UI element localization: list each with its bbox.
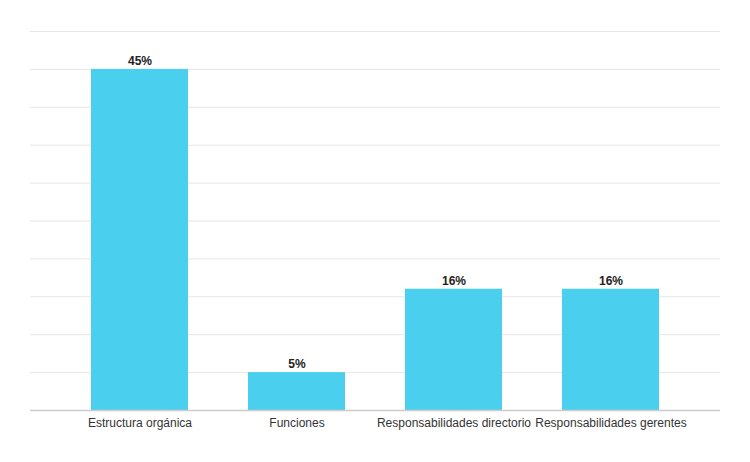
svg-text:16%: 16% xyxy=(599,274,623,288)
svg-text:Estructura orgánica: Estructura orgánica xyxy=(88,416,192,430)
svg-text:5%: 5% xyxy=(288,357,306,371)
svg-text:Responsabilidades directorio: Responsabilidades directorio xyxy=(377,416,531,430)
svg-text:45%: 45% xyxy=(128,54,152,68)
svg-text:Funciones: Funciones xyxy=(269,416,324,430)
svg-text:16%: 16% xyxy=(442,274,466,288)
svg-text:Responsabilidades gerentes: Responsabilidades gerentes xyxy=(535,416,686,430)
